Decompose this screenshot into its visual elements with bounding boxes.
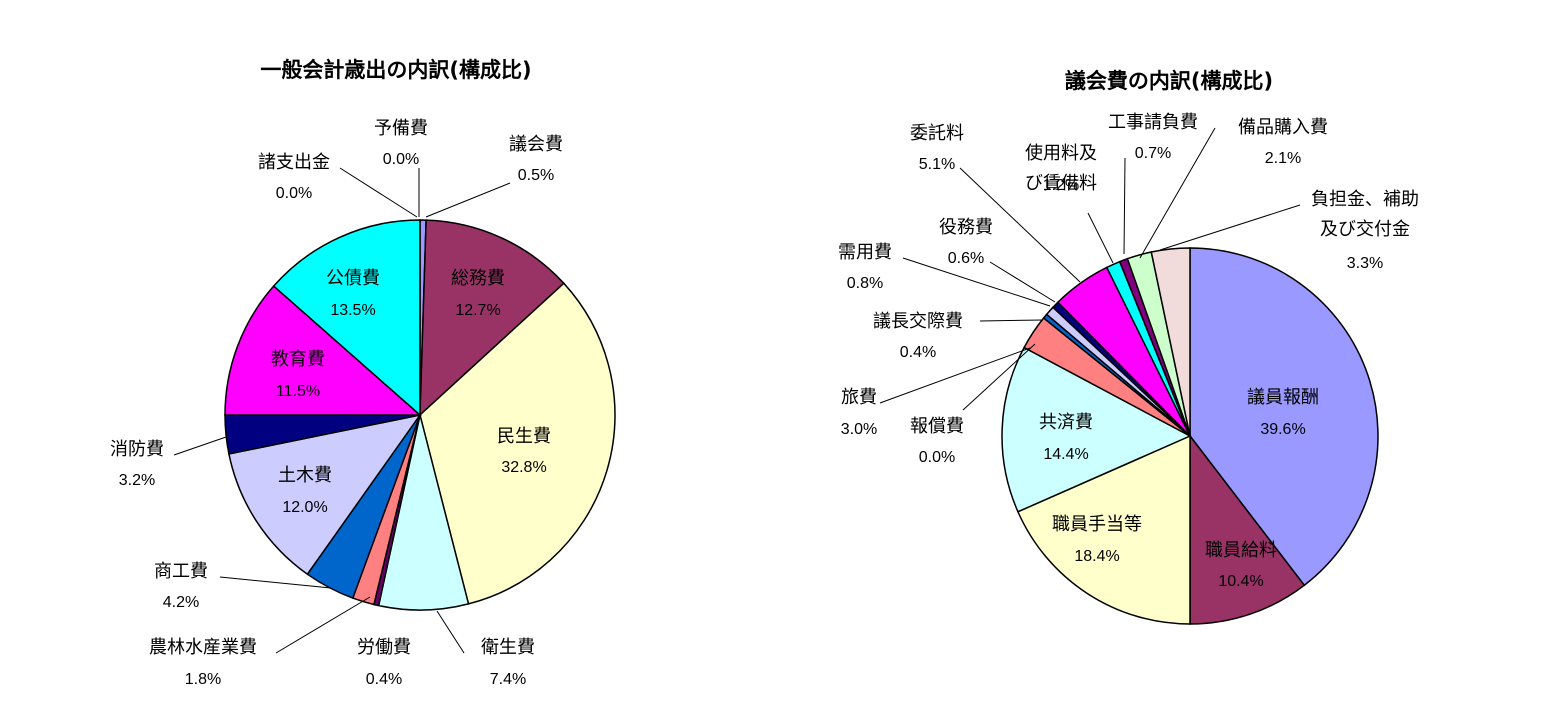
slice-label-value: 0.0% <box>383 151 419 168</box>
pie-chart-1: 一般会計歳出の内訳(構成比) 議会費 0.5% 総務費 12.7% 民生費 32.8% 衛生費… <box>110 58 616 688</box>
leader-line-8 <box>902 257 1051 307</box>
leader-line-9 <box>173 436 227 456</box>
slice-label-name: 負担金、補助及び交付金 <box>1311 189 1419 240</box>
leader-line-9 <box>989 261 1056 303</box>
slice-label-value: 18.4% <box>1074 548 1119 565</box>
slice-label-name: 諸支出金 <box>258 152 330 173</box>
leader-line-12 <box>339 167 418 218</box>
slice-label-value: 0.0% <box>276 185 312 202</box>
slice-label-name: 報償費 <box>910 416 964 437</box>
slice-label-value: 7.4% <box>490 671 526 688</box>
pie-slice-1 <box>1189 247 1379 587</box>
slice-label-name: 議員報酬 <box>1247 387 1319 408</box>
slice-label-name: 議長交際費 <box>873 311 963 332</box>
slice-label-name: 役務費 <box>939 217 993 238</box>
slice-labels: 議会費 0.5% 総務費 12.7% 民生費 32.8% 衛生費 7.4% 労働費 0.4% 農林水… <box>110 118 563 688</box>
pie-slice-8 <box>228 413 422 576</box>
leader-line-7 <box>979 319 1044 322</box>
slice-label-value: 3.2% <box>119 472 155 489</box>
slice-label-name: 教育費 <box>271 349 325 370</box>
slice-label-name: 消防費 <box>110 439 164 460</box>
slice-label-value: 3.0% <box>841 421 877 438</box>
leader-line-13 <box>1139 127 1216 259</box>
leader-line-7 <box>219 576 332 589</box>
slice-label-name: 旅費 <box>841 387 877 408</box>
slice-label-name: 民生費 <box>497 426 551 447</box>
slice-label-name: 農林水産業費 <box>149 637 257 658</box>
slice-labels: 議員報酬 39.6% 職員給料 10.4% 職員手当等 18.4% 共済費 14.4% 報償費 0… <box>838 112 1419 590</box>
leader-line-10 <box>959 167 1081 283</box>
slice-label-name: 総務費 <box>451 268 505 289</box>
slice-label-name: 使用料及び賃借料 <box>1025 143 1097 194</box>
slice-label-name: 職員手当等 <box>1052 514 1142 535</box>
leader-line-6 <box>275 596 371 654</box>
slice-label-value: 11.5% <box>276 383 320 400</box>
pie-slice-3 <box>419 282 616 605</box>
slice-label-value: 0.6% <box>948 250 984 267</box>
slice-label-value: 2.1% <box>1265 150 1301 167</box>
slice-label-name: 備品購入費 <box>1238 117 1328 138</box>
chart-title-1: 一般会計歳出の内訳(構成比) <box>260 58 531 82</box>
leader-line-14 <box>1159 204 1301 251</box>
slice-label-value: 4.2% <box>163 594 199 611</box>
slice-label-value: 0.8% <box>847 275 883 292</box>
pie-slice-10 <box>224 284 422 416</box>
slice-label-value: 32.8% <box>501 459 546 476</box>
slice-label-name: 労働費 <box>357 637 411 658</box>
slice-label-name: 委託料 <box>910 123 964 144</box>
slice-label-value: 0.5% <box>518 167 554 184</box>
slice-label-value: 12.0% <box>282 499 327 516</box>
slice-label-value: 5.1% <box>919 156 955 173</box>
slice-label-value: 0.4% <box>366 671 402 688</box>
leader-line-1 <box>425 182 511 218</box>
slice-label-value: 1.2% <box>1043 177 1079 194</box>
slice-label-value: 39.6% <box>1260 421 1305 438</box>
slice-label-value: 10.4% <box>1218 573 1263 590</box>
slice-label-name: 土木費 <box>278 465 332 486</box>
pie-chart-2: 議会費の内訳(構成比) 議員報酬 39.6% 職員給料 10.4% 職員手当等 18.4% 共… <box>838 69 1419 625</box>
slice-label-name: 需用費 <box>838 242 892 263</box>
slices <box>224 219 616 611</box>
pie-slice-3 <box>1016 434 1191 625</box>
pie-slice-11 <box>272 219 421 417</box>
leader-line-11 <box>1087 212 1114 264</box>
pie-slice-2 <box>1189 433 1306 625</box>
slice-label-value: 0.0% <box>919 449 955 466</box>
slice-label-name: 職員給料 <box>1205 540 1277 561</box>
slices <box>1001 247 1379 625</box>
slice-label-value: 14.4% <box>1043 446 1088 463</box>
slice-label-value: 0.4% <box>900 344 936 361</box>
slice-label-value: 12.7% <box>455 302 500 319</box>
chart-title-2: 議会費の内訳(構成比) <box>1065 69 1273 93</box>
slice-label-name: 予備費 <box>374 118 428 139</box>
leader-line-12 <box>1123 157 1126 255</box>
slice-label-value: 1.8% <box>185 671 221 688</box>
slice-label-name: 工事請負費 <box>1108 112 1198 133</box>
slice-label-name: 商工費 <box>154 561 208 582</box>
slice-label-value: 13.5% <box>330 302 375 319</box>
pie-slice-14 <box>1150 247 1191 437</box>
pie-slice-2 <box>419 219 565 417</box>
leader-line-5 <box>962 343 1036 411</box>
slice-label-name: 議会費 <box>509 134 563 155</box>
slice-label-name: 共済費 <box>1039 412 1093 433</box>
slice-label-value: 3.3% <box>1347 255 1383 272</box>
slice-label-name: 衛生費 <box>481 637 535 658</box>
slice-label-name: 公債費 <box>326 268 380 289</box>
leader-line-4 <box>436 610 465 654</box>
slice-label-value: 0.7% <box>1135 145 1171 162</box>
leader-line-6 <box>879 347 1031 404</box>
